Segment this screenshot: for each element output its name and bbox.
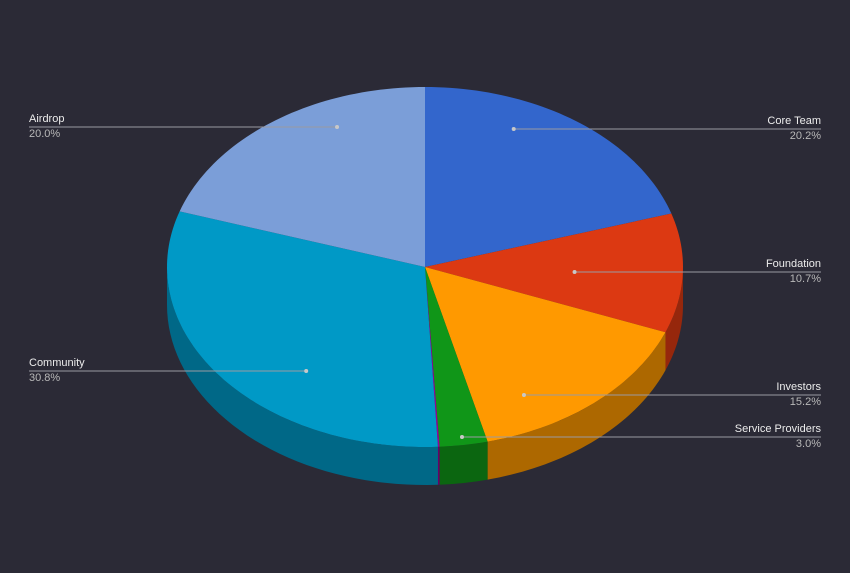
leader-dot (335, 125, 340, 129)
leader-dot (511, 127, 516, 131)
slice-label-percent: 10.7% (789, 273, 821, 285)
slice-label-name: Investors (776, 381, 821, 393)
slice-label-name: Service Providers (734, 423, 821, 435)
slice-service-providers[interactable] (425, 267, 488, 447)
leader-dot (572, 270, 577, 274)
slice-label-percent: 30.8% (29, 372, 61, 384)
slice-side-investors[interactable] (487, 332, 666, 480)
slice-label: Investors 15.2% (776, 380, 821, 410)
slice-label-name: Core Team (767, 115, 821, 127)
slice-label: Core Team 20.2% (767, 114, 821, 144)
slice-label: Foundation 10.7% (766, 257, 821, 287)
slice-label-name: Community (29, 357, 85, 369)
slice-foundation[interactable] (425, 213, 683, 333)
slice-airdrop[interactable] (179, 87, 425, 267)
slice-label: Airdrop 20.0% (29, 112, 64, 142)
slice-investors[interactable] (425, 267, 666, 442)
leader-dot (460, 435, 464, 439)
slice-community[interactable] (167, 211, 438, 447)
leader-dot (521, 393, 526, 397)
slice-label: Service Providers 3.0% (735, 422, 821, 452)
slice-side-unlabeled[interactable] (437, 446, 440, 485)
slice-label-percent: 15.2% (789, 396, 821, 408)
slice-label: Community 30.8% (29, 356, 85, 386)
slice-label-percent: 20.2% (789, 130, 821, 142)
slice-unlabeled[interactable] (425, 267, 440, 447)
slice-core-team[interactable] (425, 87, 672, 267)
slice-label-percent: 3.0% (795, 438, 821, 450)
slice-label-name: Foundation (765, 258, 821, 270)
slice-label-name: Airdrop (29, 113, 65, 125)
slice-side-service-providers[interactable] (439, 441, 488, 485)
slice-side-foundation[interactable] (665, 267, 683, 371)
slice-side-community[interactable] (167, 267, 438, 485)
leader-dot (304, 369, 309, 373)
slice-label-percent: 20.0% (29, 128, 61, 140)
